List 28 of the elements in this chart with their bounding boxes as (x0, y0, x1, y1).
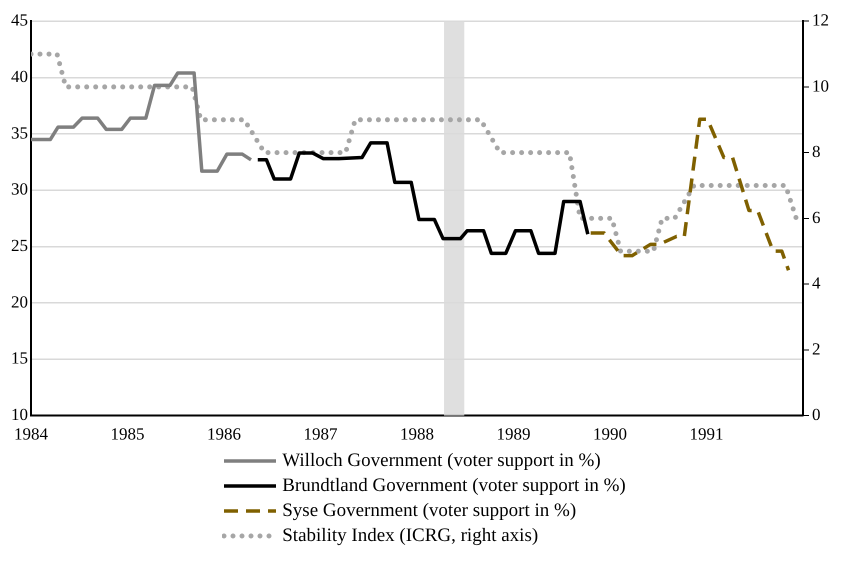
x-tick-label: 1991 (690, 424, 724, 444)
y2-tick-label: 4 (812, 274, 821, 293)
x-tick-label: 1988 (400, 424, 434, 444)
y2-tick-label: 12 (812, 10, 829, 30)
y-tick-label: 45 (11, 10, 28, 30)
y-tick-label: 35 (11, 123, 28, 142)
y2-tick-label: 10 (812, 76, 829, 96)
x-tick-label: 1985 (110, 424, 144, 444)
legend-label: Brundtland Government (voter support in %) (282, 474, 626, 496)
y-tick-label: 40 (11, 67, 28, 86)
y-tick-label: 20 (11, 292, 28, 312)
x-tick-label: 1989 (496, 424, 530, 444)
legend-label: Willoch Government (voter support in %) (282, 450, 601, 472)
y2-tick-label: 2 (812, 339, 820, 358)
x-tick-label: 1990 (593, 424, 627, 444)
x-tick-label: 1986 (207, 424, 241, 444)
y-tick-label: 30 (11, 180, 28, 199)
y-tick-label: 15 (11, 348, 28, 368)
legend-label: Syse Government (voter support in %) (282, 500, 576, 522)
y2-tick-label: 6 (812, 208, 820, 227)
x-tick-label: 1987 (304, 424, 338, 444)
line-series (588, 117, 790, 272)
y-tick-label: 10 (11, 405, 28, 424)
y-tick-label: 25 (11, 236, 28, 256)
y2-tick-label: 0 (812, 405, 820, 424)
x-tick-label: 1984 (14, 424, 48, 444)
y2-tick-label: 8 (812, 142, 820, 162)
legend-label: Stability Index (ICRG, right axis) (282, 524, 538, 546)
